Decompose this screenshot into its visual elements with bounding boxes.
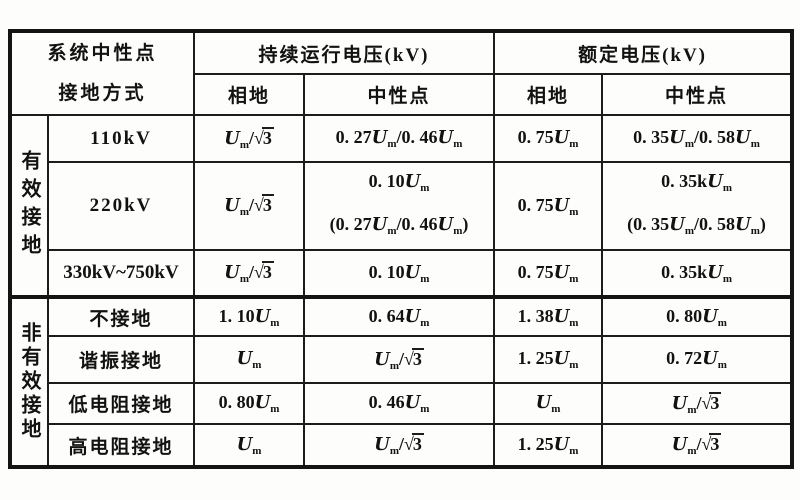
header-grounding-line2: 接地方式 [58, 82, 147, 104]
value-cell: Um [193, 423, 306, 468]
section-label-text: 非有效接地 [18, 322, 40, 442]
table-row: 非有效接地 不接地 1. 10Um 0. 64Um 1. 38Um 0. 80U… [9, 295, 794, 468]
value-cell: 0. 80Um [193, 382, 306, 425]
header-neutral-2: 中性点 [601, 73, 794, 116]
header-phase-ground-1: 相地 [193, 73, 306, 116]
table-row: 谐振接地 Um Um/√3 1. 25Um 0. 72Um [10, 335, 794, 384]
value-line-2: (0. 27Um/0. 46Um) [329, 214, 469, 237]
value-cell: 0. 10Um (0. 27Um/0. 46Um) [303, 161, 496, 251]
header-continuous-voltage: 持续运行电压(kV) [193, 30, 496, 75]
value-cell: 1. 38Um [493, 295, 604, 337]
value-cell: 0. 80Um [601, 295, 794, 337]
value-cell: 1. 25Um [493, 335, 604, 384]
value-cell: 0. 35Um/0. 58Um [601, 114, 794, 163]
value-cell: Um/√3 [193, 114, 306, 163]
header-grounding-line1: 系统中性点 [47, 42, 158, 64]
value-cell: 0. 35kUm [601, 249, 794, 298]
value-cell: Um/√3 [193, 249, 306, 298]
value-cell: 0. 72Um [601, 335, 794, 384]
value-cell: 0. 35kUm (0. 35Um/0. 58Um) [601, 161, 794, 251]
value-cell: Um/√3 [303, 335, 496, 384]
category-cell: 330kV~750kV [46, 249, 196, 298]
value-cell: Um [493, 382, 604, 425]
table-row: 高电阻接地 Um Um/√3 1. 25Um Um/√3 [10, 423, 794, 468]
value-cell: 0. 46Um [303, 382, 496, 425]
value-line-1: 0. 10Um [368, 171, 430, 194]
category-cell: 220kV [46, 161, 196, 251]
table-header-row-2: 相地 中性点 相地 中性点 [10, 73, 794, 116]
section-label-non-effective: 非有效接地 [9, 295, 49, 468]
category-cell: 不接地 [46, 295, 196, 337]
value-cell: Um [193, 335, 306, 384]
value-cell: 1. 10Um [193, 295, 306, 337]
value-cell: 0. 64Um [303, 295, 496, 337]
header-phase-ground-2: 相地 [493, 73, 604, 116]
table-row: 220kV Um/√3 0. 10Um (0. 27Um/0. 46Um) 0.… [10, 161, 794, 251]
value-cell: Um/√3 [193, 161, 306, 251]
value-cell: Um/√3 [303, 423, 496, 468]
header-rated-voltage: 额定电压(kV) [493, 30, 794, 75]
table-row: 有效接地 110kV Um/√3 0. 27Um/0. 46Um 0. 75Um… [9, 114, 794, 298]
value-cell: 0. 75Um [493, 114, 604, 163]
section-label-text: 有效接地 [18, 149, 40, 262]
table-row: 330kV~750kV Um/√3 0. 10Um 0. 75Um 0. 35k… [10, 249, 794, 298]
header-grounding-method: 系统中性点 接地方式 [8, 30, 196, 116]
category-cell: 低电阻接地 [46, 382, 196, 425]
category-cell: 谐振接地 [46, 335, 196, 384]
value-cell: 0. 10Um [303, 249, 496, 298]
value-cell: 0. 75Um [493, 249, 604, 298]
value-cell: 0. 75Um [493, 161, 604, 251]
value-line-1: 0. 35kUm [661, 171, 732, 194]
table-row: 低电阻接地 0. 80Um 0. 46Um Um Um/√3 [10, 382, 794, 425]
value-cell: 1. 25Um [493, 423, 604, 468]
category-cell: 高电阻接地 [46, 423, 196, 468]
header-neutral-1: 中性点 [303, 73, 496, 116]
category-cell: 110kV [46, 114, 196, 163]
voltage-table: 系统中性点 接地方式 持续运行电压(kV) 额定电压(kV) 相地 中性点 相地… [8, 29, 795, 469]
table-header-row-1: 系统中性点 接地方式 持续运行电压(kV) 额定电压(kV) [8, 30, 794, 116]
value-cell: Um/√3 [601, 423, 794, 468]
value-line-2: (0. 35Um/0. 58Um) [627, 214, 766, 237]
value-cell: 0. 27Um/0. 46Um [303, 114, 496, 163]
value-cell: Um/√3 [601, 382, 794, 425]
section-label-effective: 有效接地 [9, 114, 49, 298]
